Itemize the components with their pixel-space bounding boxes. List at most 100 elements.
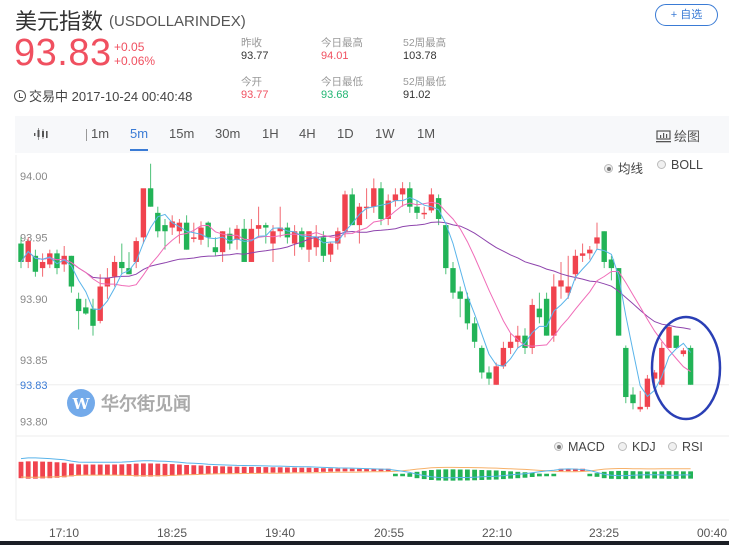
chart-toolbar: 1m 5m 15m 30m 1H 4H 1D 1W 1M 绘图	[15, 116, 729, 153]
price-change: +0.05 +0.06%	[114, 40, 155, 68]
x-tick-label: 20:55	[374, 526, 404, 540]
stat-52w-high: 52周最高 103.78	[403, 37, 446, 63]
indicator-option-rsi[interactable]: RSI	[668, 440, 703, 454]
candle-up	[198, 227, 204, 240]
macd-dif-line	[20, 457, 691, 479]
candle-down	[443, 225, 449, 269]
macd-bar-negative	[623, 470, 629, 480]
macd-bar-positive	[573, 468, 578, 472]
macd-bar-positive	[126, 464, 132, 476]
candle-up	[680, 350, 687, 355]
macd-bar-positive	[249, 466, 254, 474]
overlay-option-boll[interactable]: BOLL	[657, 158, 703, 172]
macd-bar-negative	[472, 469, 477, 481]
draw-tool-button[interactable]: 绘图	[655, 126, 700, 145]
stat-value: 93.77	[241, 50, 269, 62]
macd-bar-negative	[486, 470, 492, 480]
y-tick-label: 93.90	[20, 294, 48, 306]
candle-down	[75, 298, 82, 312]
draw-label: 绘图	[673, 129, 700, 144]
period-tab-30m[interactable]: 30m	[215, 126, 241, 141]
candle-up	[111, 261, 118, 277]
period-tab-1m[interactable]: 1m	[91, 126, 110, 141]
candle-up	[234, 228, 240, 240]
stat-open: 今开 93.77	[241, 76, 269, 102]
macd-bar-negative	[493, 470, 499, 480]
macd-bar-positive	[213, 466, 218, 474]
period-tab-1d[interactable]: 1D	[337, 126, 354, 141]
period-tab-1m-month[interactable]: 1M	[417, 126, 436, 141]
toolbar-divider	[86, 129, 87, 141]
macd-bar-positive	[40, 461, 45, 479]
macd-bar-negative	[537, 473, 542, 477]
indicator-option-kdj[interactable]: KDJ	[618, 440, 656, 454]
indicator-kdj-label: KDJ	[632, 440, 656, 454]
candle-down	[263, 225, 269, 228]
candle-down	[320, 237, 327, 256]
candle-down	[543, 298, 550, 336]
macd-bar-negative	[522, 472, 528, 478]
watermark-logo-icon	[67, 389, 95, 417]
candle-down	[486, 372, 492, 379]
candle-up	[529, 304, 535, 348]
macd-bar-positive	[357, 468, 362, 472]
macd-bar-positive	[321, 468, 326, 472]
overlay-option-ma[interactable]: 均线	[604, 158, 643, 177]
period-tab-1w[interactable]: 1W	[375, 126, 395, 141]
candle-down	[241, 228, 247, 262]
candle-up	[291, 231, 298, 244]
watermark-text: 华尔街见闻	[101, 393, 191, 415]
add-to-watchlist-button[interactable]: + 自选	[655, 4, 718, 26]
candle-down	[450, 268, 456, 293]
x-tick-label: 23:25	[589, 526, 619, 540]
watermark-logo-letter: W	[72, 395, 91, 413]
macd-bar-positive	[54, 462, 60, 478]
macd-bar-positive	[47, 461, 53, 479]
stat-label: 今开	[241, 76, 262, 88]
candle-down	[284, 227, 291, 238]
ma-long-line	[20, 221, 691, 330]
indicator-option-macd[interactable]: MACD	[554, 440, 605, 454]
candle-up	[651, 372, 658, 379]
macd-bar-positive	[349, 468, 355, 472]
stat-value: 93.68	[321, 89, 349, 101]
macd-bar-positive	[162, 463, 168, 477]
candle-up	[363, 206, 370, 209]
candle-down	[126, 268, 132, 275]
macd-bar-positive	[565, 468, 571, 472]
period-tab-15m[interactable]: 15m	[169, 126, 195, 141]
macd-bar-positive	[83, 464, 89, 476]
candlestick-icon[interactable]	[33, 127, 49, 146]
overlay-ma-label: 均线	[618, 162, 644, 176]
macd-bar-positive	[306, 467, 312, 473]
macd-bar-negative	[414, 471, 420, 479]
candle-up	[47, 253, 53, 265]
ma-mid-line	[20, 201, 691, 373]
candle-up	[371, 188, 377, 207]
period-tab-5m[interactable]: 5m	[130, 126, 149, 151]
macd-bar-negative	[551, 473, 557, 477]
stat-label: 今日最高	[321, 37, 363, 49]
macd-bar-positive	[25, 461, 31, 479]
candle-up	[493, 366, 499, 385]
period-tab-4h[interactable]: 4H	[299, 126, 316, 141]
macd-bar-positive	[18, 461, 24, 479]
candle-down	[212, 247, 219, 253]
candle-up	[248, 228, 255, 262]
stat-day-high: 今日最高 94.01	[321, 37, 363, 63]
instrument-name: 美元指数	[15, 9, 104, 34]
candle-down	[378, 188, 384, 219]
x-tick-label: 00:40	[697, 526, 727, 540]
macd-bar-negative	[436, 469, 441, 481]
candle-down	[471, 323, 478, 342]
macd-bar-positive	[378, 468, 384, 472]
candle-up	[587, 249, 593, 254]
macd-bar-negative	[515, 471, 521, 479]
period-tab-1h[interactable]: 1H	[262, 126, 279, 141]
macd-bar-negative	[587, 473, 593, 477]
candle-down	[464, 298, 471, 324]
candle-down	[183, 222, 190, 250]
macd-bar-positive	[292, 467, 297, 473]
